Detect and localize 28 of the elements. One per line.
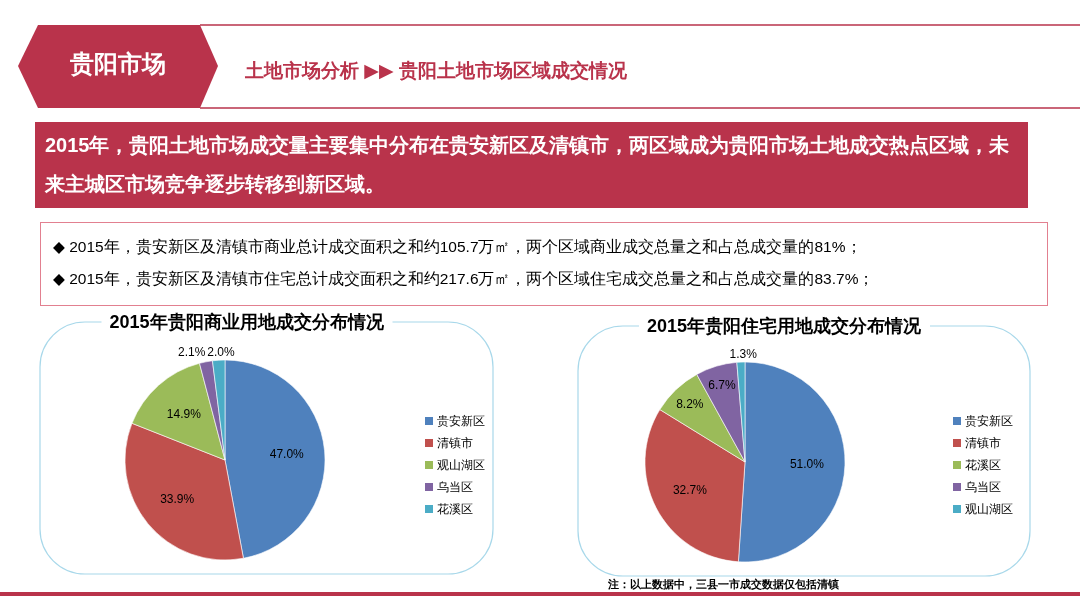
text: ◆ 2015年，贵安新区及清镇市商业总计成交面积之和约105.7万㎡，两个区域商业成交总量之和占总成交量的81%； <box>53 237 863 257</box>
legend-label: 贵安新区 <box>965 414 1013 428</box>
text: 注：以上数据中，三县一市成交数据仅包括清镇 <box>608 577 839 592</box>
chart-title: 2015年贵阳住宅用地成交分布情况 <box>646 316 923 336</box>
data-label: 2.0% <box>207 345 236 359</box>
legend-label: 清镇市 <box>437 436 473 450</box>
text: 贵阳市场 <box>69 49 167 79</box>
legend-label: 花溪区 <box>965 458 1001 472</box>
legend-label: 乌当区 <box>437 480 473 494</box>
data-label: 33.9% <box>160 492 195 507</box>
data-label: 51.0% <box>789 457 825 472</box>
chart-title: 2015年贵阳商业用地成交分布情况 <box>109 312 385 332</box>
legend-label: 清镇市 <box>965 436 1001 450</box>
legend-label: 乌当区 <box>965 480 1001 494</box>
data-label: 6.7% <box>708 378 736 393</box>
data-label: 1.3% <box>729 347 758 361</box>
legend-label: 花溪区 <box>437 502 473 516</box>
legend-label: 贵安新区 <box>437 414 485 428</box>
legend-label: 观山湖区 <box>965 502 1013 516</box>
data-label: 14.9% <box>166 406 202 421</box>
data-label: 47.0% <box>269 447 305 462</box>
data-label: 8.2% <box>676 397 704 412</box>
data-label: 2.1% <box>178 345 206 359</box>
text: ◆ 2015年，贵安新区及清镇市住宅总计成交面积之和约217.6万㎡，两个区域住宅成交总量之和占总成交量的83.7%； <box>53 269 876 289</box>
legend-label: 观山湖区 <box>437 458 485 472</box>
text: 2015年，贵阳土地市场成交量主要集中分布在贵安新区及清镇市，两区域成为贵阳市场土地成交热点区域，未来主城区市场竞争逐步转移到新区域。 <box>35 122 1028 208</box>
data-label: 32.7% <box>672 483 708 498</box>
text: 土地市场分析 ▶▶ 贵阳土地市场区域成交情况 <box>245 59 627 83</box>
